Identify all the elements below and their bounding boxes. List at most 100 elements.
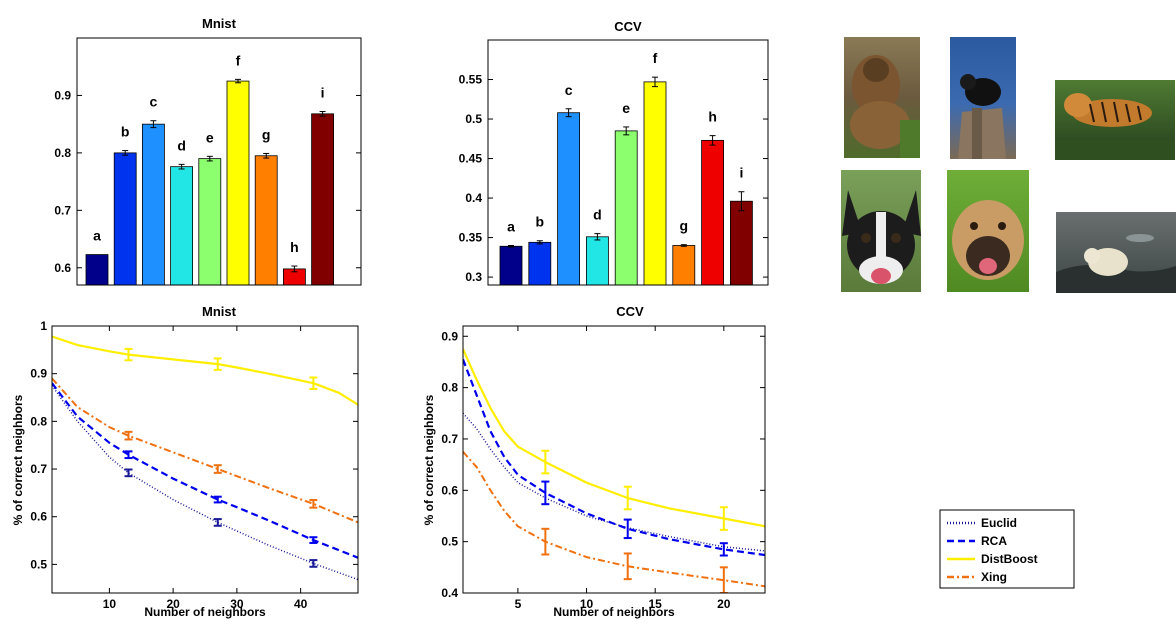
y-axis-label: % of correct neighbors [11,394,25,525]
series-xing-line [52,377,358,524]
photo-grid [841,37,1176,293]
series-euclid-line [52,385,358,581]
x-tick-label: 10 [103,597,117,611]
bar-h [701,139,724,286]
y-tick-label: 0.7 [441,432,458,446]
y-tick-label: 0.55 [459,73,483,87]
photo-tiger [1055,80,1175,160]
bar-d [586,236,609,286]
y-tick-label: 0.8 [54,146,71,160]
x-tick-label: 5 [515,597,522,611]
x-tick-label: 40 [294,597,308,611]
series-distboost-line [52,335,358,406]
series-euclid-line [463,412,765,552]
bar-e [198,158,222,286]
y-tick-label: 0.45 [459,152,483,166]
bar-b [528,241,552,286]
bar-label-b: b [536,214,545,230]
y-tick-label: 0.5 [441,535,458,549]
bar-a [499,245,523,286]
chart-title: Mnist [202,16,237,31]
bar-b [113,152,137,286]
legend-label-xing: Xing [981,570,1007,584]
bar-label-a: a [93,228,101,244]
photo-boston-terrier [841,170,921,292]
bar-label-c: c [150,94,158,110]
bar-label-e: e [206,129,214,145]
y-tick-label: 1 [40,319,47,333]
series-rca-line [52,382,358,559]
bar-label-a: a [507,218,515,234]
plot-frame [76,37,362,286]
bar-label-h: h [708,109,717,125]
y-tick-label: 0.35 [459,231,483,245]
bar-label-d: d [593,207,602,223]
y-tick-label: 0.8 [30,414,47,428]
bar-g [254,155,278,286]
bar-label-h: h [290,239,299,255]
x-tick-label: 10 [580,597,594,611]
x-axis-label: Number of neighbors [144,605,266,619]
bar-e [614,130,638,286]
x-tick-label: 15 [649,597,663,611]
bar-f [226,80,250,286]
plot-frame [462,325,766,594]
y-tick-label: 0.4 [441,586,458,600]
photo-mastiff [947,170,1029,292]
photo-bear-cub [950,37,1016,159]
bar-g [672,245,696,286]
x-tick-label: 30 [230,597,244,611]
y-tick-label: 0.9 [441,329,458,343]
bar-chart-mnist: Mnist 0.6 0.7 0.8 0.9 a b c d e f g h i [54,16,362,286]
bar-label-f: f [653,50,658,66]
bar-i [311,113,335,286]
series-xing-line [463,451,765,588]
bar-chart-ccv: CCV 0.3 0.35 0.4 0.45 0.5 0.55 a b c d e f g h i [459,19,769,286]
y-tick-label: 0.8 [441,381,458,395]
y-tick-label: 0.5 [30,557,47,571]
chart-title: CCV [614,19,642,34]
y-tick-label: 0.9 [54,88,71,102]
y-tick-label: 0.9 [30,367,47,381]
chart-title: Mnist [202,304,237,319]
bar-label-f: f [236,52,241,68]
line-chart-ccv: CCV 5 10 15 20 0.4 0.5 0.6 0.7 0.8 0.9 Number of … [422,304,766,619]
legend-label-distboost: DistBoost [981,552,1038,566]
legend-label-rca: RCA [981,534,1007,548]
bar-a [85,254,109,286]
bar-i [730,200,753,286]
bar-label-i: i [739,165,743,181]
bar-label-e: e [622,100,630,116]
y-tick-label: 0.7 [54,203,71,217]
plot-frame [487,39,769,286]
x-axis-label: Number of neighbors [553,605,675,619]
y-tick-label: 0.5 [465,112,482,126]
y-tick-label: 0.3 [465,270,482,284]
chart-title: CCV [616,304,644,319]
legend: Euclid RCA DistBoost Xing [939,509,1075,589]
series-rca-line [463,359,765,557]
line-chart-mnist: Mnist 10 20 30 40 0.5 0.6 0.7 0.8 0.9 1 Number of… [11,304,359,619]
bar-label-i: i [321,85,325,101]
bar-label-g: g [680,218,689,234]
photo-orangutan [844,37,920,158]
bar-label-c: c [565,82,573,98]
x-tick-label: 20 [717,597,731,611]
bar-c [141,123,165,286]
plot-frame [51,325,359,594]
bar-f [643,81,667,286]
bar-label-b: b [121,124,130,140]
photo-polar-bear [1056,212,1176,293]
bar-label-g: g [262,126,271,142]
bar-d [170,166,194,286]
y-tick-label: 0.6 [30,510,47,524]
y-tick-label: 0.6 [441,483,458,497]
legend-label-euclid: Euclid [981,516,1017,530]
bar-c [557,112,580,286]
x-tick-label: 20 [166,597,180,611]
y-tick-label: 0.4 [465,191,482,205]
y-tick-label: 0.6 [54,261,71,275]
y-axis-label: % of correct neighbors [422,394,436,525]
y-tick-label: 0.7 [30,462,47,476]
